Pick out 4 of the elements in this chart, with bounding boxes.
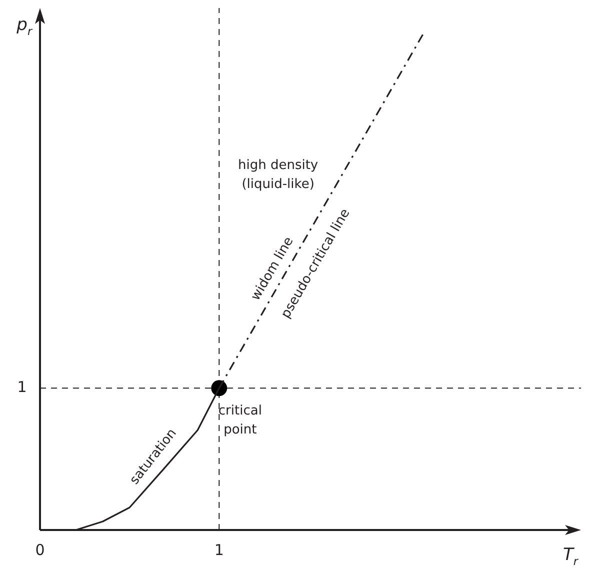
text: 1 <box>17 378 27 396</box>
annotation: high density (liquid-like) <box>238 158 318 192</box>
x-tick-label: 0 <box>35 540 45 559</box>
annotation: critical point <box>218 403 262 438</box>
